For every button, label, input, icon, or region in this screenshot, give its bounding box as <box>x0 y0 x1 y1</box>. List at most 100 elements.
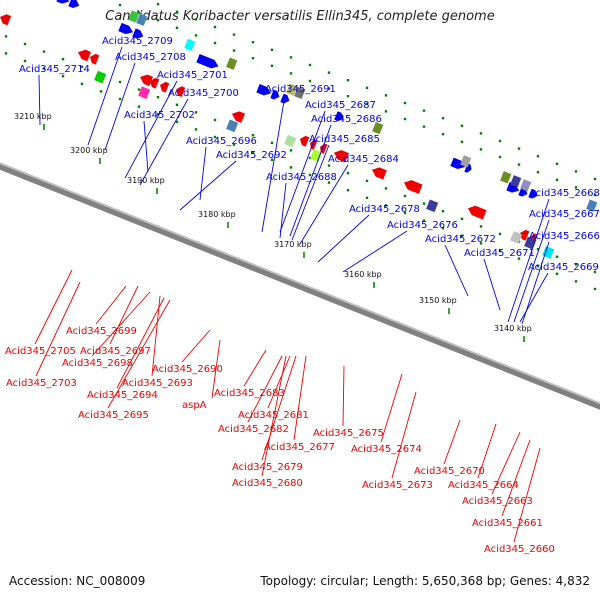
track-dot <box>479 242 483 245</box>
track-dot <box>308 63 312 67</box>
backbone <box>0 162 600 410</box>
track-dot <box>99 90 103 93</box>
forward-gene-arrow <box>56 0 70 4</box>
reverse-leader-line <box>95 285 127 325</box>
tick-label: 3150 kbp <box>419 296 457 305</box>
reverse-gene-label: Acid345_2694 <box>87 390 158 401</box>
forward-gene-box <box>226 57 238 70</box>
forward-gene-arrow <box>68 0 80 9</box>
forward-gene-label: Acid345_2686 <box>311 114 382 125</box>
track-dot <box>251 57 255 60</box>
track-dot <box>593 287 597 291</box>
track-dot <box>213 118 217 122</box>
forward-leader-line <box>299 164 349 245</box>
forward-gene-arrow <box>118 22 133 35</box>
reverse-gene-arrow <box>140 74 153 87</box>
reverse-leader-line <box>261 355 297 461</box>
track-dot <box>441 227 445 230</box>
reverse-gene-box <box>226 119 239 133</box>
forward-gene-arrow <box>334 111 344 122</box>
track-dot <box>479 132 483 135</box>
forward-labels: Acid345_2714 Acid345_2709 Acid345_2708 Acid… <box>19 36 600 325</box>
track-dot <box>232 33 236 36</box>
track-dot <box>517 257 521 260</box>
reverse-gene-label: Acid345_2660 <box>484 544 555 555</box>
track-dot <box>574 170 578 173</box>
forward-gene-label: Acid345_2668 <box>529 188 600 199</box>
reverse-gene-box <box>510 231 523 244</box>
forward-leader-line <box>261 94 286 233</box>
tick-label: 3190 kbp <box>127 176 165 185</box>
forward-leader-line <box>124 80 178 179</box>
track-dot <box>156 3 160 6</box>
reverse-leader-line <box>243 349 267 387</box>
forward-gene-label: Acid345_2696 <box>186 136 257 147</box>
reverse-gene-arrow <box>176 86 186 98</box>
track-dot <box>289 56 293 59</box>
track-dot <box>61 75 65 78</box>
forward-gene-label: Acid345_2666 <box>529 231 600 242</box>
forward-leader-line <box>317 214 370 263</box>
reverse-gene-arrow <box>90 53 100 65</box>
reverse-leader-line <box>151 295 161 377</box>
forward-leader-line <box>87 46 123 146</box>
reverse-gene-arrow <box>520 229 530 241</box>
tick-label: 3160 kbp <box>344 270 382 279</box>
track-dot <box>308 156 312 160</box>
forward-gene-box <box>136 13 148 26</box>
reverse-gene-arrow <box>334 150 349 163</box>
track-dot <box>422 125 426 128</box>
forward-gene-label: Acid345_2700 <box>168 88 239 99</box>
track-dot <box>422 219 426 222</box>
forward-gene-box <box>128 10 140 23</box>
track-dot <box>403 101 407 105</box>
forward-gene-arrow <box>464 163 472 173</box>
forward-gene-label: Acid345_2702 <box>124 110 195 121</box>
track-dot <box>441 210 445 213</box>
track-dot <box>555 162 559 165</box>
reverse-gene-arrow <box>150 77 160 89</box>
forward-genes <box>56 0 598 212</box>
tick-label: 3200 kbp <box>70 146 108 155</box>
reverse-gene-label: Acid345_2690 <box>152 364 223 375</box>
track-dot <box>365 86 369 89</box>
track-dot <box>251 151 255 154</box>
track-dot <box>118 80 122 84</box>
track-dot <box>498 232 502 236</box>
track-dot <box>536 155 540 158</box>
reverse-gene-box <box>426 199 439 213</box>
track-dot <box>346 172 350 175</box>
track-dot <box>308 173 312 177</box>
track-dot <box>365 102 369 105</box>
forward-gene-box <box>510 175 522 188</box>
reverse-leader-line <box>443 419 461 465</box>
track-dot <box>213 25 217 29</box>
track-dot <box>346 189 350 192</box>
track-dot <box>4 35 8 38</box>
forward-gene-box <box>460 155 472 168</box>
track-dot <box>156 96 160 99</box>
reverse-gene-arrow <box>78 49 91 62</box>
forward-gene-box <box>520 179 532 192</box>
track-dot <box>137 11 141 14</box>
track-dot <box>479 225 483 228</box>
forward-gene-box <box>586 199 598 212</box>
forward-leader-line <box>291 144 330 241</box>
track-dot <box>498 155 502 159</box>
track-dot <box>441 133 445 136</box>
track-dot <box>194 111 198 114</box>
reverse-leader-line <box>261 355 287 477</box>
track-dot <box>251 41 255 44</box>
track-dot <box>479 148 483 151</box>
track-dot <box>384 204 388 207</box>
reverse-gene-label: Acid345_2683 <box>214 388 285 399</box>
reverse-leader-line <box>247 355 283 423</box>
track-dot <box>574 280 578 283</box>
forward-gene-arrow <box>450 157 465 169</box>
forward-gene-label: Acid345_2669 <box>528 262 599 273</box>
track-dot <box>593 193 597 197</box>
forward-gene-label: Acid345_2714 <box>19 64 90 75</box>
reverse-labels: Acid345_2705Acid345_2699Acid345_2697Acid… <box>5 269 555 555</box>
reverse-gene-label: Acid345_2680 <box>232 478 303 489</box>
